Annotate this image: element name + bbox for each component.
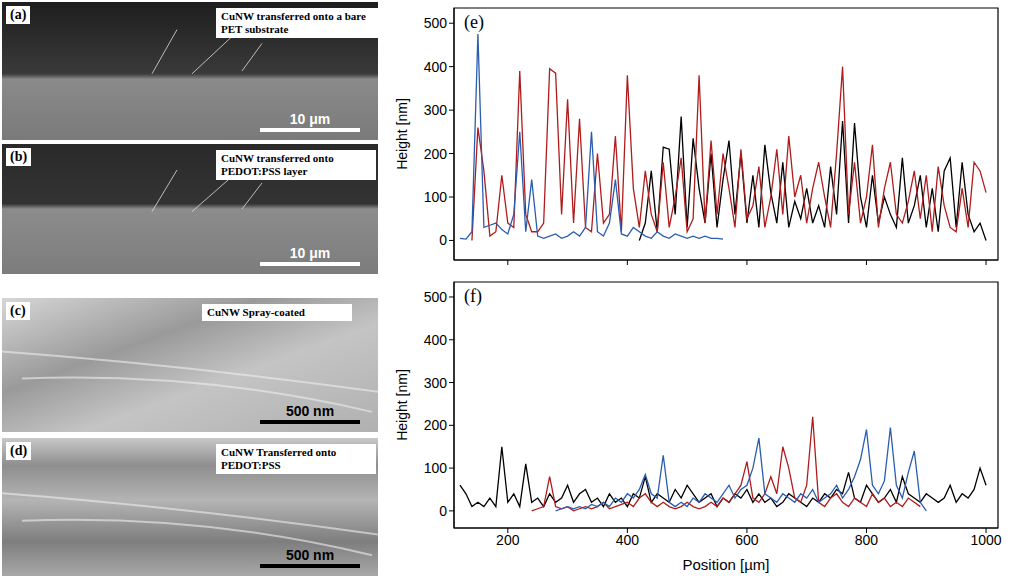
svg-text:300: 300 bbox=[424, 102, 448, 118]
svg-text:200: 200 bbox=[424, 146, 448, 162]
html-text:10 μm: 10 μm bbox=[289, 245, 331, 261]
svg-text:0: 0 bbox=[439, 503, 447, 519]
svg-text:Height [nm]: Height [nm] bbox=[394, 98, 410, 170]
html-text:(d): (d) bbox=[10, 443, 28, 458]
html-text:(e): (e) bbox=[464, 12, 484, 32]
svg-text:200: 200 bbox=[496, 532, 520, 548]
svg-text:300: 300 bbox=[424, 375, 448, 391]
svg-text:200: 200 bbox=[424, 417, 448, 433]
html-text:(c): (c) bbox=[10, 303, 26, 318]
svg-text:400: 400 bbox=[424, 59, 448, 75]
html-text:(a): (a) bbox=[10, 7, 27, 22]
svg-text:100: 100 bbox=[424, 460, 448, 476]
html-text:(b): (b) bbox=[10, 149, 28, 164]
svg-text:500: 500 bbox=[424, 289, 448, 305]
svg-text:400: 400 bbox=[424, 332, 448, 348]
html-text:(f): (f) bbox=[464, 286, 482, 306]
svg-text:Height [nm]: Height [nm] bbox=[394, 369, 410, 441]
html-text:CuNW Spray-coated: CuNW Spray-coated bbox=[207, 306, 305, 318]
html-text:500 nm: 500 nm bbox=[285, 403, 335, 419]
svg-text:100: 100 bbox=[424, 189, 448, 205]
html-text:CuNW transferred onto a bare P: CuNW transferred onto a bare PET substra… bbox=[221, 10, 366, 35]
svg-text:500: 500 bbox=[424, 15, 448, 31]
svg-text:400: 400 bbox=[616, 532, 640, 548]
svg-text:800: 800 bbox=[855, 532, 879, 548]
svg-text:0: 0 bbox=[439, 232, 447, 248]
html-text:500 nm: 500 nm bbox=[285, 547, 335, 563]
svg-text:1000: 1000 bbox=[970, 532, 1001, 548]
html-text:CuNW Transferred onto PEDOT:PS: CuNW Transferred onto PEDOT:PSS bbox=[221, 446, 337, 471]
svg-text:Position [µm]: Position [µm] bbox=[682, 556, 769, 573]
html-text:CuNW transferred onto PEDOT:PS: CuNW transferred onto PEDOT:PSS layer bbox=[221, 152, 334, 177]
svg-text:600: 600 bbox=[735, 532, 759, 548]
html-text:10 μm: 10 μm bbox=[289, 111, 331, 127]
